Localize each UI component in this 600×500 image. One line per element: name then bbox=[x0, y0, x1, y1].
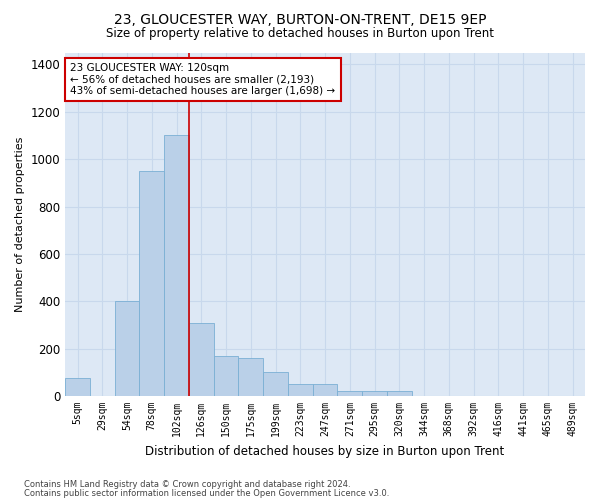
Bar bbox=[288, 384, 313, 396]
Text: Contains public sector information licensed under the Open Government Licence v3: Contains public sector information licen… bbox=[24, 489, 389, 498]
X-axis label: Distribution of detached houses by size in Burton upon Trent: Distribution of detached houses by size … bbox=[145, 444, 505, 458]
Text: Contains HM Land Registry data © Crown copyright and database right 2024.: Contains HM Land Registry data © Crown c… bbox=[24, 480, 350, 489]
Text: 23 GLOUCESTER WAY: 120sqm
← 56% of detached houses are smaller (2,193)
43% of se: 23 GLOUCESTER WAY: 120sqm ← 56% of detac… bbox=[70, 63, 335, 96]
Bar bbox=[313, 384, 337, 396]
Bar bbox=[164, 136, 189, 396]
Bar bbox=[387, 392, 412, 396]
Y-axis label: Number of detached properties: Number of detached properties bbox=[15, 136, 25, 312]
Bar bbox=[214, 356, 238, 396]
Bar bbox=[263, 372, 288, 396]
Bar bbox=[65, 378, 90, 396]
Bar bbox=[362, 392, 387, 396]
Bar bbox=[139, 171, 164, 396]
Bar bbox=[238, 358, 263, 396]
Bar bbox=[189, 322, 214, 396]
Bar bbox=[337, 392, 362, 396]
Text: 23, GLOUCESTER WAY, BURTON-ON-TRENT, DE15 9EP: 23, GLOUCESTER WAY, BURTON-ON-TRENT, DE1… bbox=[114, 12, 486, 26]
Text: Size of property relative to detached houses in Burton upon Trent: Size of property relative to detached ho… bbox=[106, 28, 494, 40]
Bar bbox=[115, 302, 139, 396]
